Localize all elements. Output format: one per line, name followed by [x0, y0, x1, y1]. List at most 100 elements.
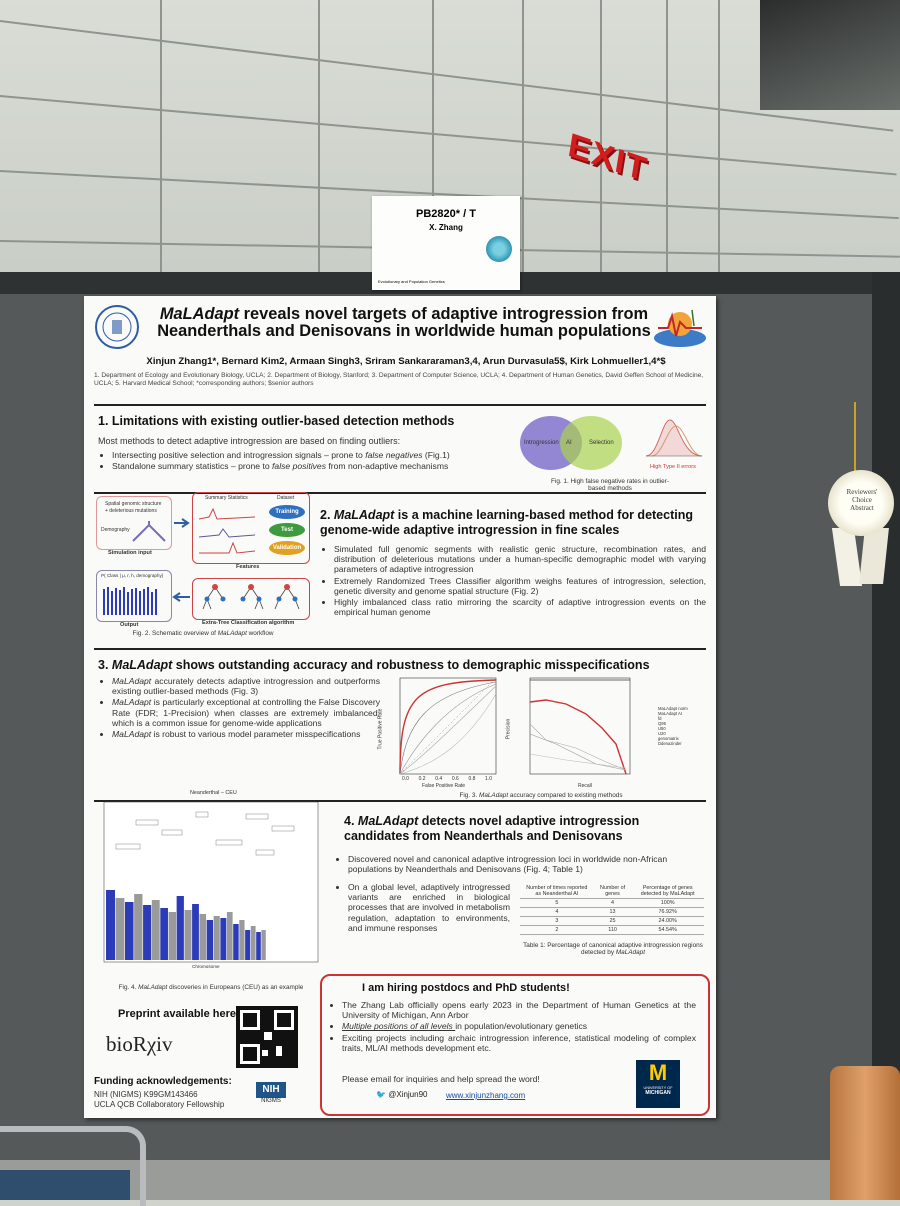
table-row: 4 13 76.92% — [520, 907, 704, 917]
chromosome-point-band — [245, 930, 251, 960]
caption-text: Fig. 2. Schematic overview of — [132, 630, 218, 637]
caption-text: workflow — [246, 630, 274, 637]
pr-legend: MaLAdapt norm MaLAdapt AI fd Q95 U50 U20… — [658, 706, 714, 746]
rosette-icon — [486, 236, 512, 262]
section-3-heading: 3. MaLAdapt shows outstanding accuracy a… — [98, 658, 650, 672]
wall-seam — [318, 0, 320, 290]
caption-text: Table 1: Percentage of canonical adaptiv… — [523, 942, 703, 956]
bullet-text: from non-adaptive mechanisms — [326, 461, 449, 472]
funding-line: NIH (NIGMS) K99GM143466 — [94, 1090, 198, 1099]
heading-emphasis: MaLAdapt — [357, 814, 419, 828]
spatial-label: Spatial genomic structure — [105, 501, 162, 507]
bullet-emphasis: false positives — [272, 461, 327, 472]
heading-text: 2. — [320, 508, 334, 522]
preprint-label: Preprint available here: — [118, 1008, 240, 1020]
qr-code-icon[interactable] — [236, 1006, 298, 1068]
website-link[interactable]: www.xinjunzhang.com — [446, 1091, 526, 1100]
roc-x-label: False Positive Rate — [422, 783, 466, 789]
bullet-text: is robust to various model parameter mis… — [151, 729, 361, 740]
tick-label: 0.2 — [418, 776, 426, 782]
roc-x-ticks: 0.0 0.2 0.4 0.6 0.8 1.0 — [402, 776, 492, 782]
bullet-emphasis: Multiple positions of all levels — [342, 1021, 456, 1032]
table-cell: 54.54% — [631, 925, 704, 935]
bullet: Standalone summary statistics – prone to… — [112, 461, 518, 471]
legend-item: Q95 — [658, 721, 666, 726]
bullet-text: is particularly exceptional at controlli… — [112, 697, 380, 728]
distribution-plot-icon — [645, 419, 703, 457]
roc-y-label: True Positive Rate — [377, 708, 384, 750]
table-header: Number of genes — [593, 884, 632, 899]
wall-seam — [432, 0, 434, 290]
nigms-label: NIGMS — [261, 1098, 281, 1104]
chromosome-point-band — [220, 918, 227, 960]
poster-code: PB2820* / T — [416, 208, 476, 220]
section-1-bullets: Intersecting positive selection and intr… — [98, 450, 518, 472]
arrow-right-icon — [174, 518, 190, 528]
bullet-text: Standalone summary statistics – prone to — [112, 461, 273, 472]
test-oval: Test — [269, 523, 305, 537]
manhattan-x-label: Chromosome — [192, 964, 220, 969]
table-cell: 76.92% — [631, 907, 704, 917]
venn-left-label: Introgression — [524, 440, 559, 446]
probability-label: P( Class | μ, r, h, demography) — [101, 573, 164, 578]
bullet-emphasis: MaLAdapt — [112, 729, 152, 740]
hiring-inquiry: Please email for inquiries and help spre… — [342, 1074, 540, 1084]
demography-label: Demography — [101, 527, 130, 533]
wall-seam — [522, 0, 524, 290]
biorxiv-logo[interactable]: bioRχiv — [106, 1032, 173, 1057]
legend-item: genomatrix — [658, 736, 679, 741]
precision-recall-plot — [529, 677, 631, 775]
twitter-bird-icon: 🐦 — [376, 1090, 386, 1099]
output-histogram-icon — [103, 587, 157, 615]
heading-text: 3. — [98, 658, 112, 672]
tick-label: 0.6 — [451, 776, 459, 782]
output-label: Output — [120, 622, 139, 628]
paper-cup — [830, 1066, 900, 1200]
legend-item: MaLAdapt AI — [658, 711, 682, 716]
caption-emphasis: MaLAdapt — [615, 949, 645, 956]
fig-4-caption: Fig. 4. MaLAdapt discoveries in European… — [98, 984, 324, 991]
bullet-text: Intersecting positive selection and intr… — [112, 450, 366, 460]
section-4-bullet-1: Discovered novel and canonical adaptive … — [334, 854, 706, 875]
section-divider — [94, 800, 706, 802]
award-ribbon — [828, 470, 894, 536]
bullet-emphasis: MaLAdapt — [112, 676, 152, 686]
author-list: Xinjun Zhang1*, Bernard Kim2, Armaan Sin… — [146, 356, 666, 367]
chromosome-point-band — [106, 890, 115, 960]
caption-text: accuracy compared to existing methods — [508, 792, 623, 799]
wall-seam — [718, 0, 720, 290]
pr-x-label: Recall — [578, 783, 592, 789]
chromosome-point-band — [226, 912, 233, 960]
bullet-emphasis: MaLAdapt — [112, 697, 152, 708]
chromosome-point-band — [151, 900, 160, 960]
chromosome-point-band — [184, 910, 192, 960]
table-cell: 110 — [593, 925, 632, 935]
section-4-bullet-2: On a global level, adaptively introgress… — [334, 882, 510, 934]
hiring-heading: I am hiring postdocs and PhD students! — [362, 982, 570, 994]
twitter-link[interactable]: 🐦 @Xinjun90 — [376, 1090, 427, 1099]
category-label: Evolutionary and Population Genetics — [378, 279, 445, 284]
section-2-heading: 2. MaLAdapt is a machine learning-based … — [320, 508, 704, 538]
funding-heading: Funding acknowledgements: — [94, 1076, 232, 1087]
bullet-text: accurately detects adaptive introgressio… — [112, 676, 380, 697]
table-cell: 4 — [520, 907, 594, 917]
section-3-bullets: MaLAdapt accurately detects adaptive int… — [98, 676, 380, 740]
fig-3-caption: Fig. 3. MaLAdapt accuracy compared to ex… — [436, 792, 646, 799]
nih-logo-text: NIH — [256, 1082, 286, 1098]
caption-emphasis: MaLAdapt — [138, 984, 168, 991]
section-divider — [94, 492, 706, 494]
deleterious-label: + deleterious mutations — [105, 508, 157, 514]
title-rest: reveals novel targets of adaptive introg… — [157, 305, 651, 340]
wall-seam — [600, 0, 602, 290]
wall-seam — [666, 0, 668, 290]
chromosome-point-band — [239, 920, 245, 960]
table-1: Number of times reported as Neanderthal … — [520, 884, 704, 935]
um-text: UNIVERSITY OF — [643, 1086, 673, 1090]
chromosome-point-band — [199, 914, 207, 960]
training-oval: Training — [269, 505, 305, 519]
affiliations: 1. Department of Ecology and Evolutionar… — [94, 372, 704, 387]
tick-label: 1.0 — [485, 776, 492, 782]
heading-text: detects novel adaptive introgression can… — [344, 814, 640, 843]
table-cell: 2 — [520, 925, 594, 935]
table-row: 3 25 24.00% — [520, 916, 704, 926]
